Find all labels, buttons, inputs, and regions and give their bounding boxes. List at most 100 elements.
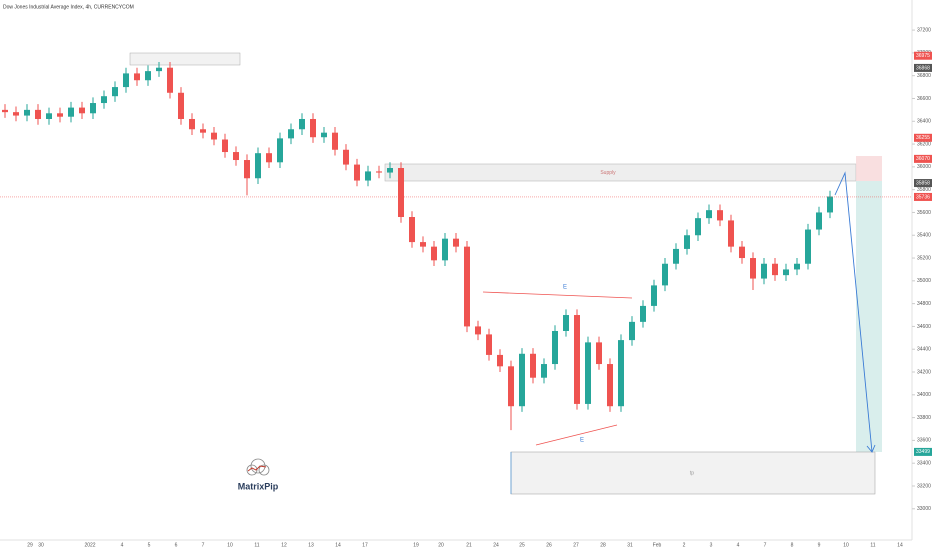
candle-body — [145, 71, 151, 81]
price-badge — [914, 179, 932, 188]
candle-body — [519, 353, 525, 407]
price-badge-label: 35858 — [916, 180, 930, 186]
candle-body — [123, 73, 129, 88]
x-tick-label: 20 — [438, 542, 444, 548]
candle-body — [486, 334, 492, 355]
candle-body — [68, 107, 74, 117]
x-tick-label: 30 — [38, 542, 44, 548]
candle-body — [255, 153, 261, 179]
x-tick-label: 11 — [254, 542, 259, 548]
candle-body — [596, 342, 602, 365]
price-badge — [914, 133, 932, 142]
projection-arrow — [834, 171, 873, 453]
candle-body — [189, 118, 195, 130]
y-tick-label: 33800 — [917, 415, 931, 421]
x-tick-label: 28 — [600, 542, 606, 548]
candle-body — [684, 235, 690, 249]
y-tick-label: 33400 — [917, 461, 931, 467]
x-tick-label: 9 — [818, 542, 821, 548]
candle-body — [112, 87, 118, 97]
x-tick-label: 6 — [175, 542, 178, 548]
y-tick-label: 34400 — [917, 347, 931, 353]
y-tick-label: 33600 — [917, 438, 931, 444]
candle-body — [574, 315, 580, 404]
price-badge — [914, 63, 932, 72]
pattern-label: E — [580, 438, 584, 444]
x-tick-label: 3 — [710, 542, 713, 548]
candle-body — [475, 326, 481, 335]
candle-body — [541, 364, 547, 378]
y-tick-label: 34800 — [917, 301, 931, 307]
candle-body — [464, 246, 470, 327]
x-tick-label: 27 — [573, 542, 579, 548]
x-tick-label: Feb — [653, 542, 662, 548]
candle-body — [640, 305, 646, 322]
x-tick-label: 17 — [362, 542, 368, 548]
x-tick-label: 4 — [737, 542, 740, 548]
price-badge — [914, 192, 932, 201]
price-badge-label: 36868 — [916, 65, 930, 71]
candle-body — [90, 103, 96, 114]
price-badge-label: 36255 — [916, 135, 930, 141]
profit-zone — [856, 181, 882, 452]
candle-body — [398, 167, 404, 218]
y-tick-label: 35600 — [917, 210, 931, 216]
stop-zone — [856, 156, 882, 181]
y-tick-label: 36600 — [917, 96, 931, 102]
price-badge-label: 33499 — [916, 449, 930, 455]
candle-body — [453, 238, 459, 247]
candle-body — [442, 238, 448, 261]
candle-body — [750, 258, 756, 279]
x-tick-label: 8 — [791, 542, 794, 548]
candle-body — [508, 366, 514, 407]
candle-body — [607, 364, 613, 407]
arrow-head — [866, 444, 876, 453]
y-tick-label: 37200 — [917, 27, 931, 33]
candle-body — [288, 129, 294, 139]
x-tick-label: 10 — [227, 542, 233, 548]
chart-title: Dow Jones Industrial Average Index, 4h, … — [3, 4, 134, 10]
candle-body — [717, 210, 723, 221]
price-badge-label: 36975 — [916, 53, 930, 59]
x-tick-label: 14 — [897, 542, 903, 548]
candle-body — [706, 210, 712, 219]
pattern-label: E — [563, 285, 567, 291]
candle-body — [552, 330, 558, 365]
y-tick-label: 36200 — [917, 141, 931, 147]
price-badge-label: 35736 — [916, 194, 930, 200]
candle-body — [156, 67, 162, 72]
candle-body — [178, 92, 184, 119]
x-tick-label: 26 — [546, 542, 552, 548]
target-zone — [510, 451, 876, 495]
y-tick-label: 36800 — [917, 73, 931, 79]
logo-text: MatrixPip — [238, 481, 279, 491]
candle-body — [211, 132, 217, 140]
candle-body — [299, 118, 305, 130]
x-tick-label: 10 — [843, 542, 849, 548]
candle-body — [101, 96, 107, 104]
x-tick-label: 2022 — [84, 542, 95, 548]
x-tick-label: 12 — [281, 542, 287, 548]
candle-body — [343, 149, 349, 165]
y-tick-label: 34200 — [917, 369, 931, 375]
candle-body — [376, 171, 382, 173]
candle-body — [563, 315, 569, 331]
candle-body — [816, 212, 822, 230]
candle-body — [431, 246, 437, 261]
candle-body — [739, 246, 745, 259]
price-badge — [914, 51, 932, 60]
candle-body — [585, 342, 591, 404]
x-tick-label: 14 — [335, 542, 341, 548]
candle-body — [57, 113, 63, 117]
candle-body — [530, 353, 536, 378]
price-badge — [914, 154, 932, 163]
candle-body — [310, 118, 316, 138]
logo: MatrixPip — [238, 458, 279, 491]
candle-body — [772, 263, 778, 276]
candle-body — [167, 67, 173, 93]
y-tick-label: 36400 — [917, 119, 931, 125]
price-badge-label: 36070 — [916, 156, 930, 162]
x-tick-label: 31 — [627, 542, 633, 548]
candle-body — [321, 132, 327, 138]
